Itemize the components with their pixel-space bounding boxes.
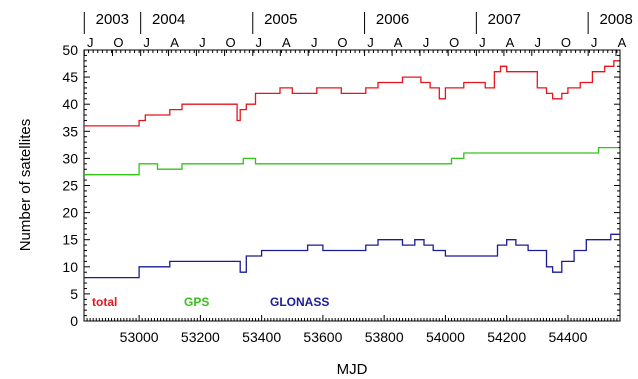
axis-ticks: 0 5 10 15 20 25 30 35 40 45 50 53000 53200 53400 53600… [62, 11, 632, 345]
data-series [84, 60, 619, 279]
top-month-label: J [535, 35, 542, 50]
legend: total GPS GLONASS [92, 295, 329, 309]
x-tick-label: 53800 [365, 329, 404, 345]
x-tick-label: 53200 [181, 329, 220, 345]
top-year-label: 2004 [152, 11, 185, 28]
top-month-label: J [423, 35, 430, 50]
y-tick-label: 50 [62, 42, 78, 58]
x-tick-label: 54400 [548, 329, 587, 345]
top-month-label: O [226, 35, 236, 50]
x-tick-label: 54000 [426, 329, 465, 345]
top-month-label: J [256, 35, 263, 50]
series-total-line [84, 60, 619, 127]
top-year-label: 2008 [599, 11, 632, 28]
x-tick-label: 53000 [120, 329, 159, 345]
y-tick-label: 5 [70, 286, 78, 302]
y-tick-label: 45 [62, 69, 78, 85]
top-month-label: O [113, 35, 123, 50]
legend-glonass: GLONASS [270, 295, 329, 309]
top-month-label: J [367, 35, 374, 50]
y-tick-label: 10 [62, 259, 78, 275]
top-month-label: O [449, 35, 459, 50]
x-tick-label: 53600 [303, 329, 342, 345]
top-year-label: 2005 [264, 11, 297, 28]
x-axis-label: MJD [337, 361, 368, 378]
top-month-label: O [561, 35, 571, 50]
y-axis-label: Number of satellites [17, 119, 34, 252]
top-month-label: A [282, 35, 291, 50]
top-month-label: A [170, 35, 179, 50]
top-month-label: J [143, 35, 150, 50]
series-gps-line [84, 146, 619, 176]
top-year-label: 2003 [96, 11, 129, 28]
x-tick-label: 54200 [487, 329, 526, 345]
top-year-label: 2006 [376, 11, 409, 28]
top-month-label: A [394, 35, 403, 50]
top-month-label: A [506, 35, 515, 50]
y-tick-label: 15 [62, 232, 78, 248]
top-month-label: J [199, 35, 206, 50]
top-month-label: J [479, 35, 486, 50]
plot-frame [83, 49, 621, 322]
top-year-label: 2007 [488, 11, 521, 28]
top-month-label: A [618, 35, 627, 50]
y-tick-label: 25 [62, 178, 78, 194]
x-tick-label: 53400 [242, 329, 281, 345]
top-month-label: J [591, 35, 598, 50]
legend-total: total [92, 295, 117, 309]
y-tick-label: 40 [62, 96, 78, 112]
series-glonass-line [84, 233, 619, 279]
top-month-label: J [311, 35, 318, 50]
top-month-label: J [87, 35, 94, 50]
legend-gps: GPS [184, 295, 209, 309]
y-tick-label: 30 [62, 150, 78, 166]
y-tick-label: 35 [62, 123, 78, 139]
top-month-label: O [337, 35, 347, 50]
y-tick-label: 0 [70, 313, 78, 329]
y-tick-label: 20 [62, 205, 78, 221]
